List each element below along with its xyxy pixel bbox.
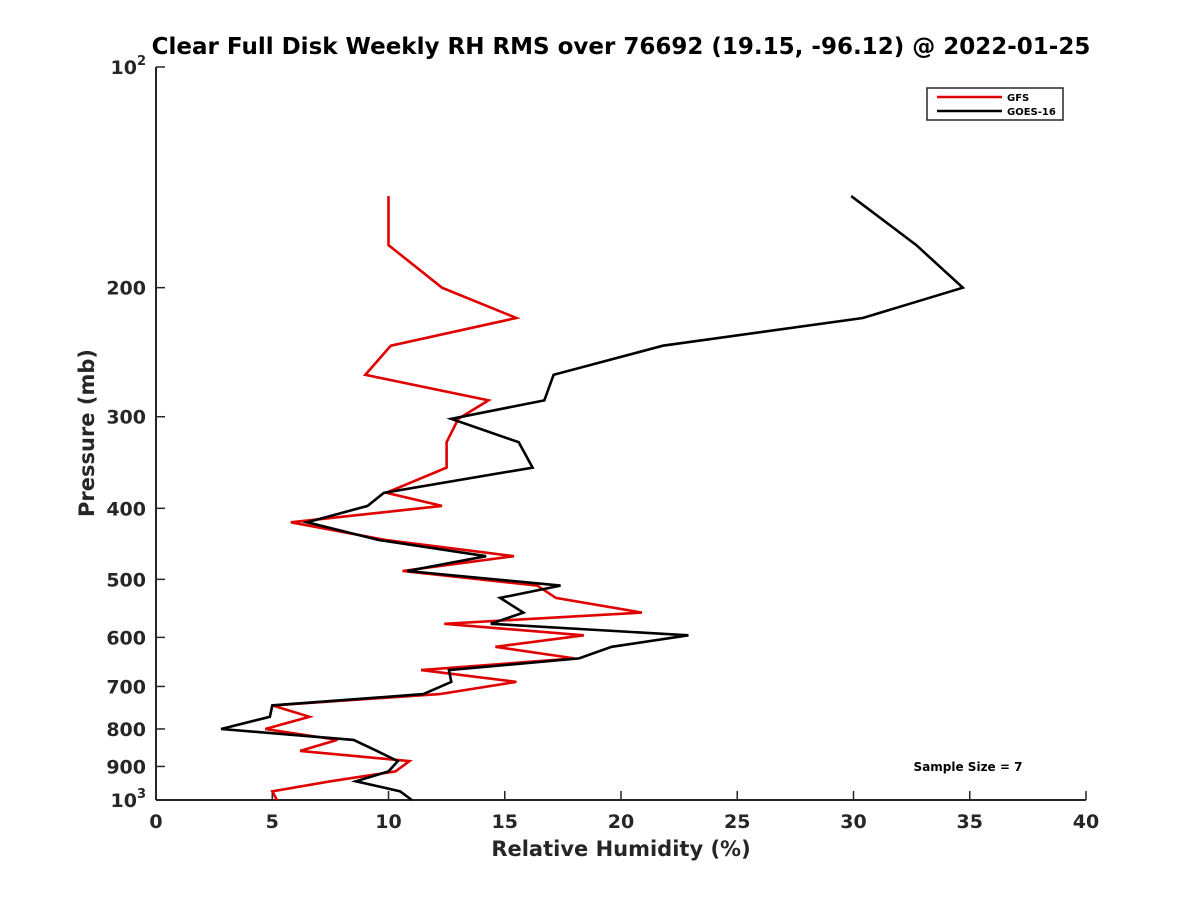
series-line-goes-16 <box>220 195 966 802</box>
x-tick-label: 35 <box>957 811 983 833</box>
series-layer <box>220 195 966 802</box>
y-tick-label: 200 <box>106 278 146 300</box>
sample-size-annotation: Sample Size = 7 <box>914 760 1023 774</box>
legend: GFS GOES-16 <box>926 87 1064 121</box>
legend-box <box>926 87 1064 121</box>
y-axis-ticks: 102 200 300 400 500 600 700 800 900 103 <box>106 54 165 812</box>
y-tick-label: 800 <box>106 719 146 741</box>
x-tick-label: 15 <box>492 811 518 833</box>
x-tick-label: 25 <box>724 811 750 833</box>
y-tick-label: 700 <box>106 676 146 698</box>
legend-label: GFS <box>1007 93 1029 104</box>
y-tick-label: 102 <box>111 54 147 79</box>
y-axis-label: Pressure (mb) <box>75 349 99 517</box>
plot-area: 0 5 10 15 20 25 30 35 40 102 200 300 400 500 600 700 80… <box>106 54 1099 833</box>
y-tick-label: 900 <box>106 756 146 778</box>
y-tick-label: 103 <box>111 787 147 812</box>
chart-title: Clear Full Disk Weekly RH RMS over 76692… <box>152 34 1091 60</box>
series-line-gfs <box>264 196 643 801</box>
x-tick-label: 10 <box>375 811 401 833</box>
y-tick-label: 500 <box>106 569 146 591</box>
legend-label: GOES-16 <box>1007 107 1056 118</box>
x-axis-ticks: 0 5 10 15 20 25 30 35 40 <box>149 791 1099 833</box>
x-axis-label: Relative Humidity (%) <box>491 837 750 861</box>
y-tick-label: 300 <box>106 407 146 429</box>
y-tick-label: 600 <box>106 627 146 649</box>
y-tick-label: 400 <box>106 498 146 520</box>
x-tick-label: 40 <box>1073 811 1099 833</box>
x-tick-label: 0 <box>149 811 162 833</box>
x-tick-label: 30 <box>840 811 866 833</box>
x-tick-label: 5 <box>266 811 279 833</box>
x-tick-label: 20 <box>608 811 634 833</box>
